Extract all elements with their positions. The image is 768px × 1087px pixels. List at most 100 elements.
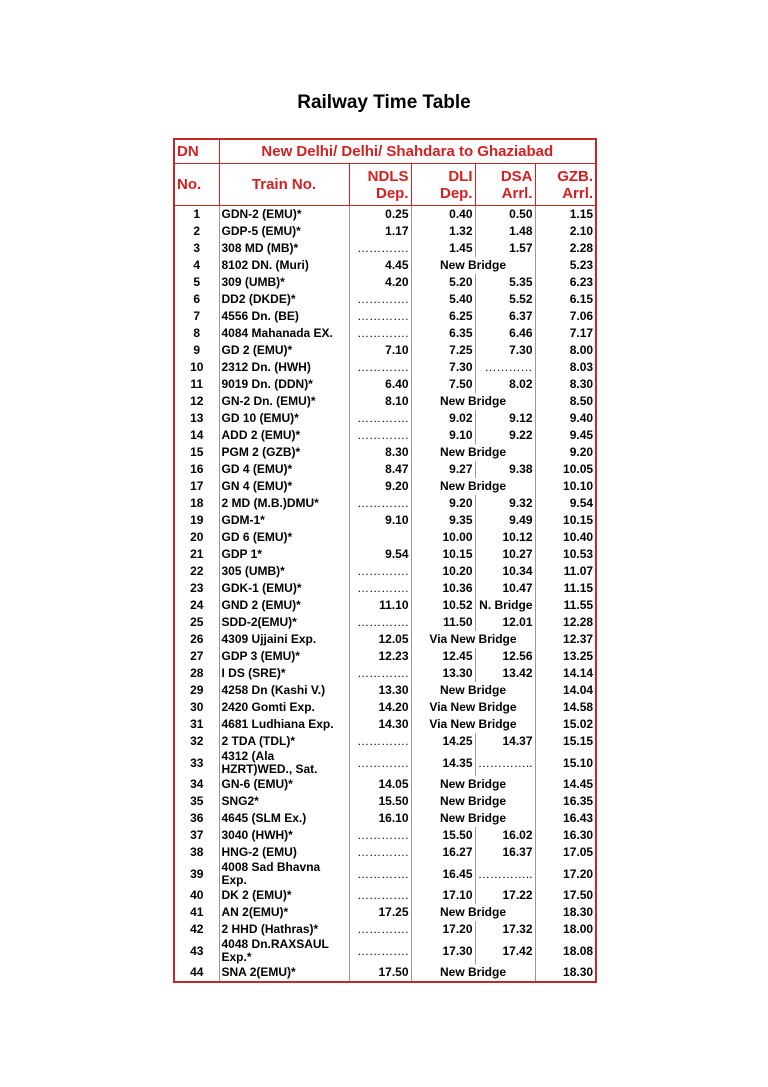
time-cell: 7.10 xyxy=(348,342,412,359)
time-cell: 12.37 xyxy=(534,631,597,648)
time-cell: 16.10 xyxy=(348,810,412,827)
time-cell: 7.25 xyxy=(410,342,476,359)
table-row: 4 8102 DN. (Muri) 4.45 New Bridge 5.23 xyxy=(173,257,597,274)
row-number: 19 xyxy=(173,512,220,529)
header-row: DN New Delhi/ Delhi/ Shahdara to Ghaziab… xyxy=(173,138,597,164)
row-number: 22 xyxy=(173,563,220,580)
time-cell: 10.53 xyxy=(534,546,597,563)
time-cell: New Bridge xyxy=(410,810,536,827)
train-name: AN 2(EMU)* xyxy=(218,904,350,921)
time-cell: 1.57 xyxy=(474,240,536,257)
table-row: 41 AN 2(EMU)* 17.25 New Bridge 18.30 xyxy=(173,904,597,921)
train-name: 2 TDA (TDL)* xyxy=(218,733,350,750)
time-cell: 7.06 xyxy=(534,308,597,325)
time-cell: 10.10 xyxy=(534,478,597,495)
train-name: SNA 2(EMU)* xyxy=(218,964,350,982)
row-number: 18 xyxy=(173,495,220,512)
row-number: 40 xyxy=(173,887,220,904)
train-name: I DS (SRE)* xyxy=(218,665,350,682)
time-cell: …………. xyxy=(348,308,412,325)
row-number: 3 xyxy=(173,240,220,257)
train-name: GDP-5 (EMU)* xyxy=(218,223,350,240)
time-cell: 8.30 xyxy=(534,376,597,393)
table-row: 38 HNG-2 (EMU)…………. 16.27 16.37 17.05 xyxy=(173,844,597,861)
time-cell: …………. xyxy=(348,427,412,444)
table-row: 11 9019 Dn. (DDN)* 6.40 7.50 8.02 8.30 xyxy=(173,376,597,393)
time-cell: 6.25 xyxy=(410,308,476,325)
time-cell: 8.03 xyxy=(534,359,597,376)
row-number: 32 xyxy=(173,733,220,750)
train-name: ADD 2 (EMU)* xyxy=(218,427,350,444)
time-cell: …………. xyxy=(348,733,412,750)
time-cell: 5.20 xyxy=(410,274,476,291)
time-cell: …………. xyxy=(348,614,412,631)
time-cell: New Bridge xyxy=(410,682,536,699)
row-number: 37 xyxy=(173,827,220,844)
time-cell: 17.20 xyxy=(410,921,476,938)
row-number: 6 xyxy=(173,291,220,308)
time-cell: 14.04 xyxy=(534,682,597,699)
time-cell: …………. xyxy=(348,410,412,427)
time-cell: 9.20 xyxy=(534,444,597,461)
table-row: 20 GD 6 (EMU)* 10.00 10.12 10.40 xyxy=(173,529,597,546)
time-cell: 6.37 xyxy=(474,308,536,325)
time-cell: 8.47 xyxy=(348,461,412,478)
time-cell xyxy=(348,529,412,546)
time-cell: 17.50 xyxy=(534,887,597,904)
time-cell: 13.42 xyxy=(474,665,536,682)
table-header: DN New Delhi/ Delhi/ Shahdara to Ghaziab… xyxy=(173,138,597,206)
time-cell: 9.32 xyxy=(474,495,536,512)
time-cell: 15.50 xyxy=(410,827,476,844)
time-cell: 17.05 xyxy=(534,844,597,861)
table-row: 16 GD 4 (EMU)* 8.47 9.27 9.38 10.05 xyxy=(173,461,597,478)
table-row: 27 GDP 3 (EMU)* 12.23 12.45 12.56 13.25 xyxy=(173,648,597,665)
time-cell: 14.14 xyxy=(534,665,597,682)
train-name: GD 10 (EMU)* xyxy=(218,410,350,427)
table-row: 2 GDP-5 (EMU)* 1.17 1.32 1.48 2.10 xyxy=(173,223,597,240)
row-number: 24 xyxy=(173,597,220,614)
time-cell: 18.00 xyxy=(534,921,597,938)
time-cell: 12.45 xyxy=(410,648,476,665)
row-number: 28 xyxy=(173,665,220,682)
time-cell: 1.48 xyxy=(474,223,536,240)
table-row: 35 SNG2* 15.50 New Bridge 16.35 xyxy=(173,793,597,810)
row-number: 33 xyxy=(173,750,220,776)
train-name: HNG-2 (EMU) xyxy=(218,844,350,861)
train-name: GN-6 (EMU)* xyxy=(218,776,350,793)
time-cell: 10.34 xyxy=(474,563,536,580)
no-header: No. xyxy=(173,163,220,206)
table-row: 3 308 MD (MB)*…………. 1.45 1.57 2.28 xyxy=(173,240,597,257)
time-cell: 8.10 xyxy=(348,393,412,410)
row-number: 43 xyxy=(173,938,220,964)
time-cell: 12.05 xyxy=(348,631,412,648)
time-cell: N. Bridge xyxy=(474,597,536,614)
train-name: 4048 Dn.RAXSAUL Exp.* xyxy=(218,938,350,964)
train-name: GD 2 (EMU)* xyxy=(218,342,350,359)
time-cell: 17.10 xyxy=(410,887,476,904)
time-cell: ………….. xyxy=(474,861,536,887)
time-cell: 9.20 xyxy=(348,478,412,495)
table-row: 10 2312 Dn. (HWH)…………. 7.30………… 8.03 xyxy=(173,359,597,376)
table-row: 36 4645 (SLM Ex.) 16.10 New Bridge 16.43 xyxy=(173,810,597,827)
time-cell: 9.12 xyxy=(474,410,536,427)
time-cell: 9.10 xyxy=(410,427,476,444)
time-cell: 12.56 xyxy=(474,648,536,665)
time-cell: New Bridge xyxy=(410,964,536,982)
row-number: 14 xyxy=(173,427,220,444)
row-number: 41 xyxy=(173,904,220,921)
train-name: 4258 Dn (Kashi V.) xyxy=(218,682,350,699)
time-cell: 7.30 xyxy=(410,359,476,376)
table-row: 44 SNA 2(EMU)* 17.50 New Bridge 18.30 xyxy=(173,964,597,982)
row-number: 1 xyxy=(173,205,220,223)
train-name: 309 (UMB)* xyxy=(218,274,350,291)
row-number: 4 xyxy=(173,257,220,274)
time-cell: 17.22 xyxy=(474,887,536,904)
time-cell: …………. xyxy=(348,665,412,682)
row-number: 13 xyxy=(173,410,220,427)
time-cell: 16.45 xyxy=(410,861,476,887)
time-cell: 10.27 xyxy=(474,546,536,563)
row-number: 39 xyxy=(173,861,220,887)
train-name: 4084 Mahanada EX. xyxy=(218,325,350,342)
time-cell: 11.15 xyxy=(534,580,597,597)
train-name: SDD-2(EMU)* xyxy=(218,614,350,631)
